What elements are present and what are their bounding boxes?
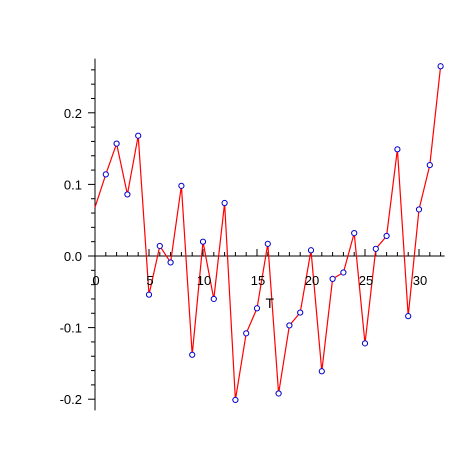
x-tick-label: 0 — [92, 273, 99, 288]
data-point — [124, 191, 131, 198]
y-tick-label: 0.0 — [64, 249, 82, 264]
data-point — [340, 269, 347, 276]
data-point — [199, 238, 207, 245]
data-point — [286, 322, 293, 329]
data-point — [394, 146, 401, 153]
data-point — [297, 309, 304, 316]
y-tick-label: 0.1 — [64, 177, 82, 192]
series-line-group — [94, 66, 442, 400]
tick-labels: -0.2 -0.1 0.0 0.1 0.2 0 5 10 15 20 25 30 — [60, 106, 428, 407]
data-point — [210, 295, 217, 303]
data-point — [135, 132, 142, 139]
data-point — [318, 368, 325, 375]
data-point — [156, 242, 163, 250]
axes — [88, 58, 445, 411]
x-tick-label: 5 — [146, 273, 153, 288]
data-point — [264, 240, 271, 247]
data-point — [113, 140, 120, 147]
data-point — [102, 171, 109, 178]
data-point — [167, 259, 174, 266]
data-point — [178, 182, 185, 189]
data-point — [243, 330, 250, 337]
data-point — [351, 229, 358, 237]
data-point — [307, 247, 315, 254]
data-point — [426, 161, 433, 169]
y-tick-label: 0.2 — [64, 106, 82, 121]
x-tick-label: 20 — [305, 273, 319, 288]
x-tick-label: 25 — [359, 273, 373, 288]
data-point — [329, 275, 336, 283]
series-line — [94, 66, 442, 400]
y-tick-label: -0.2 — [60, 392, 82, 407]
data-point — [361, 340, 369, 347]
data-point — [383, 232, 390, 240]
data-point — [145, 291, 153, 298]
data-points — [102, 63, 444, 404]
data-point — [221, 199, 228, 207]
data-point — [189, 351, 196, 358]
data-point — [275, 390, 282, 397]
data-point — [437, 63, 444, 70]
data-point — [372, 245, 379, 252]
data-point — [405, 313, 412, 320]
x-axis-label: T — [266, 295, 275, 311]
data-point — [232, 396, 239, 404]
x-tick-label: 15 — [251, 273, 265, 288]
data-point — [415, 206, 423, 213]
x-tick-label: 30 — [413, 273, 427, 288]
data-point — [253, 305, 261, 312]
y-tick-label: -0.1 — [60, 321, 82, 336]
x-tick-label: 10 — [197, 273, 211, 288]
